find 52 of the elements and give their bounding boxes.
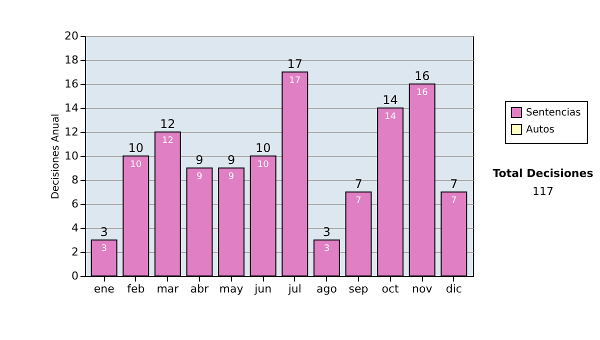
y-tick-label: 10 xyxy=(64,150,78,162)
data-label: 3 xyxy=(101,244,107,254)
x-tick-label: jun xyxy=(254,282,272,296)
annotation: 14 xyxy=(382,93,398,107)
y-tick-label: 16 xyxy=(64,78,78,90)
x-tick-label: feb xyxy=(127,282,145,296)
x-tick-label: may xyxy=(219,282,244,296)
annotation: 3 xyxy=(322,225,331,239)
y-tick-label: 20 xyxy=(64,30,78,42)
x-tick-label: abr xyxy=(190,282,210,296)
x-tick-label: mar xyxy=(156,282,180,296)
annotation: 16 xyxy=(414,69,430,83)
data-label: 10 xyxy=(130,160,142,170)
x-tick-label: nov xyxy=(412,282,433,296)
annotation: 10 xyxy=(128,141,144,155)
y-tick-label: 2 xyxy=(72,246,78,258)
data-label: 17 xyxy=(289,76,301,86)
text: Total Decisiones xyxy=(492,167,594,180)
data-label: 16 xyxy=(416,88,428,98)
data-label: 12 xyxy=(162,136,174,146)
y-tick-label: 6 xyxy=(72,198,78,210)
data-label: 14 xyxy=(384,112,396,122)
x-tick-label: oct xyxy=(382,282,400,296)
data-label: 7 xyxy=(451,196,457,206)
data-label: 9 xyxy=(228,172,234,182)
y-axis-title: Decisiones Anual xyxy=(50,114,62,200)
legend-label: Sentencias xyxy=(526,108,581,118)
y-tick-label: 18 xyxy=(64,54,78,66)
x-tick-label: ago xyxy=(316,282,338,296)
data-label: 7 xyxy=(356,196,362,206)
annotation: 7 xyxy=(354,177,362,191)
annotation: 9 xyxy=(196,153,204,167)
annotation: 10 xyxy=(255,141,271,155)
annotation: 17 xyxy=(287,57,303,71)
text: 117 xyxy=(532,185,554,198)
data-label: 10 xyxy=(257,160,270,170)
x-tick-label: ene xyxy=(94,282,115,296)
y-tick-label: 14 xyxy=(64,102,78,114)
x-tick-label: sep xyxy=(348,282,368,296)
y-tick-label: 0 xyxy=(72,270,78,282)
data-label: 9 xyxy=(196,172,203,182)
y-tick-label: 8 xyxy=(72,174,78,186)
annotation: 9 xyxy=(227,153,236,167)
data-label: 3 xyxy=(324,244,330,254)
x-tick-label: dic xyxy=(446,282,462,296)
legend-label: Autos xyxy=(526,124,554,136)
annotation: 7 xyxy=(450,177,458,191)
y-tick-label: 4 xyxy=(72,222,78,234)
y-tick-label: 12 xyxy=(64,126,78,138)
annotation: 3 xyxy=(100,225,108,239)
x-tick-label: jul xyxy=(287,282,302,296)
annotation: 12 xyxy=(160,117,176,131)
